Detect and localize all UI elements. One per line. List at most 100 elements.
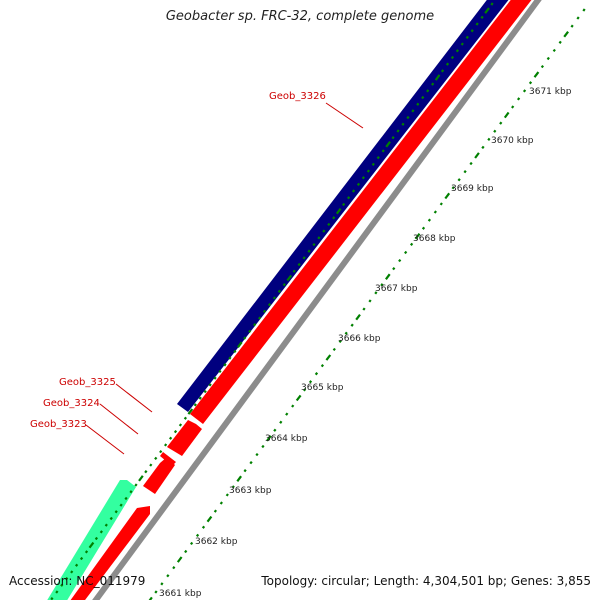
outer-tick <box>322 229 326 233</box>
reverse-gene-geob-3325[interactable] <box>167 420 202 456</box>
outer-tick <box>50 597 54 600</box>
outer-tick <box>421 95 425 100</box>
gene-label-geob-3325[interactable]: Geob_3325 <box>59 377 116 388</box>
outer-tick <box>237 341 243 348</box>
outer-tick-row <box>50 2 494 600</box>
outer-tick <box>371 162 375 166</box>
scale-tick <box>457 178 461 182</box>
rna-gene[interactable] <box>40 480 136 600</box>
outer-tick <box>208 383 212 387</box>
outer-tick <box>55 590 59 594</box>
reverse-gene-lower[interactable] <box>62 506 150 600</box>
scale-tick <box>368 299 372 303</box>
outer-tick <box>228 356 232 360</box>
scale-label: 3663 kbp <box>229 486 272 496</box>
scale-tick <box>563 31 569 38</box>
scale-tick <box>201 525 206 529</box>
outer-tick <box>129 490 133 494</box>
outer-tick <box>385 141 391 148</box>
scale-tick <box>285 412 289 416</box>
gene-label-geob-3326[interactable]: Geob_3326 <box>269 91 326 102</box>
outer-tick <box>258 316 262 320</box>
scale-tick <box>176 556 183 563</box>
scale-tick <box>362 307 366 311</box>
scale-tick <box>503 111 510 119</box>
outer-tick <box>292 269 296 273</box>
outer-tick <box>144 470 148 474</box>
outer-tick <box>490 2 494 6</box>
track-shadow <box>92 0 542 600</box>
outer-tick <box>480 15 484 19</box>
outer-tick <box>416 102 420 106</box>
scale-tick <box>166 574 170 578</box>
outer-tick <box>475 22 479 26</box>
gene-label-geob-3323[interactable]: Geob_3323 <box>30 419 87 430</box>
scale-tick <box>474 152 480 159</box>
scale-tick <box>380 283 384 287</box>
scale-label: 3664 kbp <box>265 434 308 444</box>
outer-tick <box>88 541 95 549</box>
gene-label-geob-3324[interactable]: Geob_3324 <box>43 398 100 409</box>
scale-tick <box>433 210 437 214</box>
outer-tick <box>70 570 74 574</box>
scale-tick <box>190 541 194 546</box>
outer-tick <box>119 503 123 507</box>
outer-tick <box>183 416 187 420</box>
outer-tick <box>213 376 217 380</box>
outer-tick <box>223 363 227 367</box>
outer-tick <box>138 475 144 482</box>
scale-label: 3666 kbp <box>338 334 381 344</box>
outer-tick <box>445 62 450 66</box>
scale-tick <box>184 549 188 554</box>
outer-tick <box>286 274 293 282</box>
reverse-gene-geob-3326[interactable] <box>190 0 533 424</box>
outer-tick <box>434 74 441 81</box>
scale-tick <box>540 64 544 69</box>
scale-tick <box>160 582 164 586</box>
scale-tick <box>481 145 485 150</box>
scale-tick <box>410 242 414 246</box>
scale-tick <box>219 501 223 505</box>
outer-tick <box>342 202 346 207</box>
outer-tick <box>401 122 405 126</box>
scale-tick <box>148 596 153 600</box>
accession-text: Accession: NC_011979 <box>9 574 146 588</box>
outer-tick <box>114 510 118 514</box>
scale-tick <box>154 590 158 594</box>
outer-tick <box>272 296 276 300</box>
scale-tick <box>546 56 550 61</box>
scale-tick <box>570 24 574 28</box>
scale-label: 3669 kbp <box>451 184 494 194</box>
outer-tick <box>312 242 316 247</box>
outer-tick <box>173 429 178 434</box>
outer-tick <box>218 369 222 374</box>
outer-tick <box>484 7 490 14</box>
forward-gene-geob-3326[interactable] <box>177 0 510 412</box>
outer-tick <box>411 109 415 113</box>
scale-tick <box>511 105 515 109</box>
scale-tick <box>332 347 336 352</box>
outer-tick <box>406 115 410 120</box>
scale-tick <box>273 428 277 432</box>
outer-tick <box>267 303 272 307</box>
outer-tick <box>253 323 257 327</box>
outer-tick <box>440 69 445 73</box>
scale-tick <box>325 354 332 361</box>
genome-summary-text: Topology: circular; Length: 4,304,501 bp… <box>261 574 591 588</box>
scale-tick <box>266 435 272 442</box>
scale-tick <box>398 258 402 263</box>
scale-tick <box>516 97 521 101</box>
scale-tick <box>344 331 348 335</box>
outer-tick <box>376 156 380 160</box>
outer-tick <box>164 443 168 447</box>
reverse-gene-geob-3323[interactable] <box>143 457 175 494</box>
scale-tick <box>172 566 176 570</box>
outer-tick <box>297 262 301 267</box>
scale-tick <box>291 404 295 408</box>
scale-tick <box>558 40 562 44</box>
outer-tick <box>178 423 183 427</box>
scale-tick <box>421 226 426 230</box>
scale-tick <box>279 420 283 424</box>
outer-tick <box>426 89 430 93</box>
